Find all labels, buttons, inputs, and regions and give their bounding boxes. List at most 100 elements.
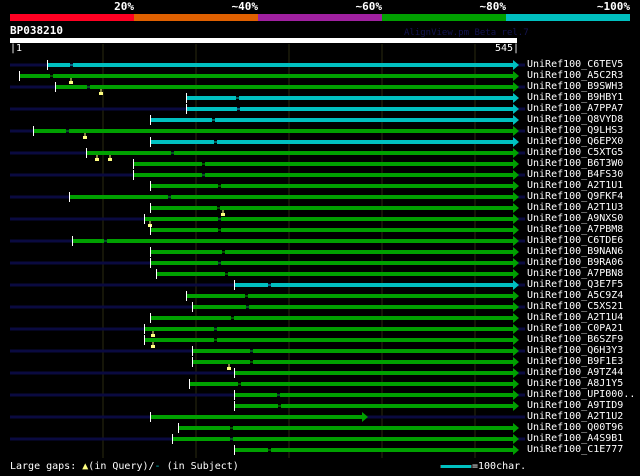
query-gap-marker-icon	[99, 92, 103, 95]
hit-end-arrow-icon	[513, 423, 519, 433]
hit-bar	[205, 162, 513, 166]
hit-bar	[228, 272, 513, 276]
hit-end-arrow-icon	[513, 203, 519, 213]
hit-bar	[253, 349, 513, 353]
hit-end-arrow-icon	[513, 335, 519, 345]
hit-bar	[171, 195, 513, 199]
hit-bar	[234, 393, 277, 397]
query-gap-marker-icon	[221, 213, 225, 216]
hit-bar	[217, 338, 513, 342]
hit-end-arrow-icon	[362, 412, 368, 422]
hit-label[interactable]: UniRef100_A7PPA7	[527, 103, 624, 114]
hit-label[interactable]: UniRef100_Q9LHS3	[527, 125, 624, 136]
hit-bar	[150, 206, 217, 210]
hit-bar	[192, 349, 250, 353]
query-gap-marker-icon	[227, 367, 231, 370]
scale-legend: =100char.	[440, 461, 526, 472]
legend-swatch-60	[258, 14, 382, 21]
hit-bar	[234, 448, 268, 452]
hit-bar	[234, 283, 268, 287]
hit-bar	[150, 140, 214, 144]
query-gap-marker-icon	[108, 158, 112, 161]
hit-label[interactable]: UniRef100_Q6EPX0	[527, 136, 624, 147]
hit-bar	[249, 305, 513, 309]
hit-end-arrow-icon	[513, 214, 519, 224]
hit-bar	[69, 195, 168, 199]
hit-label[interactable]: UniRef100_B4FS30	[527, 169, 624, 180]
query-start-label: |1	[10, 43, 23, 54]
hit-bar	[86, 151, 171, 155]
query-gap-marker-icon	[151, 334, 155, 337]
hit-label[interactable]: UniRef100_A7PBN8	[527, 268, 624, 279]
gap-legend: Large gaps: ▲(in Query)/- (in Subject)	[10, 461, 239, 472]
hit-bar	[217, 327, 513, 331]
hit-bar	[33, 129, 66, 133]
scale-bar-icon	[440, 464, 472, 468]
hit-label[interactable]: UniRef100_B9F1E3	[527, 356, 624, 367]
hit-bar	[221, 261, 513, 265]
hit-label[interactable]: UniRef100_B9NAN6	[527, 246, 624, 257]
hit-label[interactable]: UniRef100_A9TZ44	[527, 367, 624, 378]
hit-bar	[19, 74, 50, 78]
hit-bar	[221, 217, 513, 221]
query-title: BP038210	[10, 24, 63, 37]
hit-label[interactable]: UniRef100_C0PA21	[527, 323, 624, 334]
hit-label[interactable]: UniRef100_A2T1U4	[527, 312, 624, 323]
hit-bar	[234, 404, 278, 408]
hit-bar	[107, 239, 513, 243]
legend-label-100: ~100%	[596, 0, 630, 13]
hit-bar	[150, 250, 222, 254]
hit-bar	[241, 382, 513, 386]
hit-label[interactable]: UniRef100_C5XTG5	[527, 147, 624, 158]
hit-label[interactable]: UniRef100_A2T1U3	[527, 202, 624, 213]
hit-label[interactable]: UniRef100_C5XS21	[527, 301, 624, 312]
hit-label[interactable]: UniRef100_Q00T96	[527, 422, 624, 433]
legend-swatch-100	[506, 14, 630, 21]
hit-bar	[240, 107, 513, 111]
hit-label[interactable]: UniRef100_A9TID9	[527, 400, 624, 411]
hit-label[interactable]: UniRef100_A2T1U1	[527, 180, 624, 191]
hit-label[interactable]: UniRef100_Q6H3Y3	[527, 345, 624, 356]
hit-bar	[234, 316, 513, 320]
hit-label[interactable]: UniRef100_Q8VYD8	[527, 114, 624, 125]
hit-label[interactable]: UniRef100_A7PBM8	[527, 224, 624, 235]
hit-end-arrow-icon	[513, 126, 519, 136]
hit-label[interactable]: UniRef100_A8J1Y5	[527, 378, 624, 389]
subject-gap-text: (in Subject)	[160, 461, 239, 472]
hit-label[interactable]: UniRef100_B9HBY1	[527, 92, 624, 103]
hit-label[interactable]: UniRef100_A4S9B1	[527, 433, 624, 444]
hit-end-arrow-icon	[513, 324, 519, 334]
hit-bar	[150, 184, 218, 188]
hit-end-arrow-icon	[513, 170, 519, 180]
hit-end-arrow-icon	[513, 269, 519, 279]
hit-label[interactable]: UniRef100_B9RA06	[527, 257, 624, 268]
hit-label[interactable]: UniRef100_Q3E7F5	[527, 279, 624, 290]
hit-label[interactable]: UniRef100_A2T1U2	[527, 411, 624, 422]
hit-bar	[55, 85, 87, 89]
hit-label[interactable]: UniRef100_C6TEV5	[527, 59, 624, 70]
hit-label[interactable]: UniRef100_C6TDE6	[527, 235, 624, 246]
hit-bar	[233, 426, 513, 430]
hit-end-arrow-icon	[513, 313, 519, 323]
hit-bar	[144, 338, 214, 342]
hit-label[interactable]: UniRef100_A5C9Z4	[527, 290, 624, 301]
hit-label[interactable]: UniRef100_B6T3W0	[527, 158, 624, 169]
hit-bar	[186, 96, 236, 100]
hit-bar	[133, 162, 202, 166]
legend-swatch-40	[134, 14, 258, 21]
hit-bar	[239, 96, 513, 100]
hit-label[interactable]: UniRef100_C1E777	[527, 444, 624, 455]
query-gap-marker-icon	[69, 81, 73, 84]
hit-bar	[144, 217, 218, 221]
hit-label[interactable]: UniRef100_A9NXS0	[527, 213, 624, 224]
legend-label-80: ~80%	[479, 0, 507, 13]
hit-label[interactable]: UniRef100_B6SZF9	[527, 334, 624, 345]
hit-label[interactable]: UniRef100_B9SWH3	[527, 81, 624, 92]
hit-bar	[53, 74, 513, 78]
hit-label[interactable]: UniRef100_Q9FKF4	[527, 191, 624, 202]
hit-label[interactable]: UniRef100_UPI000..	[527, 389, 636, 400]
hit-bar	[133, 173, 202, 177]
query-gap-marker-icon	[151, 345, 155, 348]
hit-end-arrow-icon	[513, 302, 519, 312]
hit-label[interactable]: UniRef100_A5C2R3	[527, 70, 624, 81]
